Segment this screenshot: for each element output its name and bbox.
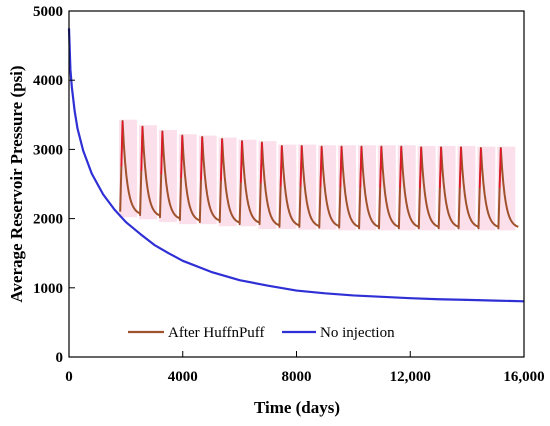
y-tick-label: 2000 [33, 212, 63, 228]
legend-label-huffnpuff: After HuffnPuff [168, 325, 265, 341]
legend: After HuffnPuff No injection [128, 325, 395, 341]
series-lines [67, 28, 525, 303]
series-line-huffnpuff [119, 120, 519, 230]
y-tick-label: 4000 [33, 73, 63, 89]
legend-label-no-injection: No injection [320, 325, 395, 341]
y-tick-label: 0 [56, 350, 64, 366]
x-tick-label: 12,000 [390, 369, 431, 385]
x-tick-label: 8000 [282, 369, 312, 385]
x-tick-label: 0 [65, 369, 73, 385]
y-axis-title: Average Reservoir Pressure (psi) [7, 65, 26, 302]
y-axis-ticks: 0 1000 2000 3000 4000 5000 [33, 4, 75, 366]
y-tick-label: 1000 [33, 281, 63, 297]
x-axis-ticks: 0 4000 8000 12,000 16,000 [65, 351, 545, 385]
y-tick-label: 3000 [33, 142, 63, 158]
x-tick-label: 4000 [168, 369, 198, 385]
x-axis-title: Time (days) [254, 398, 340, 417]
plot-background [69, 11, 524, 357]
series-peaks-huffnpuff [120, 121, 502, 189]
x-tick-label: 16,000 [503, 369, 544, 385]
series-line-no-injection [67, 28, 525, 303]
y-tick-label: 5000 [33, 4, 63, 20]
